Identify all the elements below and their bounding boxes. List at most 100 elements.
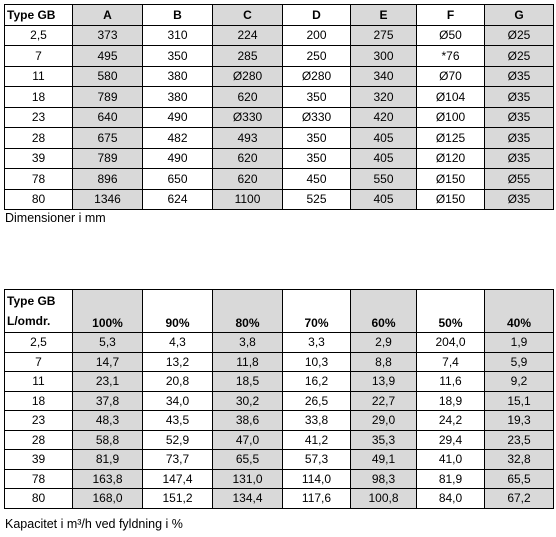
table-cell: 84,0 xyxy=(416,488,485,509)
row-label: 2,5 xyxy=(4,24,73,46)
table-cell: 204,0 xyxy=(416,332,485,353)
table-row: 80 168,0 151,2 134,4 117,6 100,8 84,0 67,2 xyxy=(4,488,554,509)
table-cell: 650 xyxy=(142,168,213,190)
table-cell: 151,2 xyxy=(142,488,213,509)
table-cell: 52,9 xyxy=(142,429,213,450)
table-cell: 11,8 xyxy=(212,351,283,372)
header-cell: C xyxy=(212,4,283,26)
table-cell: 550 xyxy=(350,168,417,190)
header-cell: 80% xyxy=(212,289,283,333)
table-cell: 18,5 xyxy=(212,371,283,392)
row-label: 23 xyxy=(4,410,73,431)
header-cell: G xyxy=(484,4,554,26)
table-cell: 20,8 xyxy=(142,371,213,392)
table-row: 7 14,7 13,2 11,8 10,3 8,8 7,4 5,9 xyxy=(4,351,554,372)
data-table: Type GB L/omdr. 100% 90% 80% 70% 60% 50% 40% 2,5 5… xyxy=(4,289,554,509)
table-cell: Ø100 xyxy=(416,106,485,128)
row-label: 28 xyxy=(4,429,73,450)
table-cell: 405 xyxy=(350,188,417,210)
table-cell: 1100 xyxy=(212,188,283,210)
row-label: 80 xyxy=(4,188,73,210)
caption: Dimensioner i mm xyxy=(5,211,106,225)
table-cell: 98,3 xyxy=(350,468,417,489)
table-cell: 47,0 xyxy=(212,429,283,450)
table-cell: 100,8 xyxy=(350,488,417,509)
table-cell: *76 xyxy=(416,45,485,67)
row-label: 11 xyxy=(4,65,73,87)
table-cell: 380 xyxy=(142,86,213,108)
table-cell: 1,9 xyxy=(484,332,554,353)
row-label: 7 xyxy=(4,45,73,67)
table-cell: 493 xyxy=(212,127,283,149)
table-cell: 22,7 xyxy=(350,390,417,411)
header-row: Type GB L/omdr. 100% 90% 80% 70% 60% 50% 40% xyxy=(4,289,554,333)
table-cell: 38,6 xyxy=(212,410,283,431)
table-cell: Ø120 xyxy=(416,147,485,169)
table-cell: 350 xyxy=(282,147,351,169)
table-cell: 580 xyxy=(72,65,143,87)
table-cell: 41,0 xyxy=(416,449,485,470)
header-cell: Type GB L/omdr. xyxy=(4,289,73,333)
row-label: 7 xyxy=(4,351,73,372)
table-cell: 24,2 xyxy=(416,410,485,431)
table-row: 11 580 380 Ø280 Ø280 340 Ø70 Ø35 xyxy=(4,65,554,87)
header-cell: 90% xyxy=(142,289,213,333)
table-cell: 300 xyxy=(350,45,417,67)
table-cell: 490 xyxy=(142,106,213,128)
table-cell: 30,2 xyxy=(212,390,283,411)
table-cell: 163,8 xyxy=(72,468,143,489)
table-cell: 224 xyxy=(212,24,283,46)
table-cell: 29,4 xyxy=(416,429,485,450)
table-cell: 285 xyxy=(212,45,283,67)
table-cell: 8,8 xyxy=(350,351,417,372)
table-cell: 350 xyxy=(282,86,351,108)
table-cell: 5,9 xyxy=(484,351,554,372)
table-cell: Ø104 xyxy=(416,86,485,108)
table-cell: 373 xyxy=(72,24,143,46)
table-cell: 380 xyxy=(142,65,213,87)
table-cell: Ø330 xyxy=(212,106,283,128)
table-cell: 7,4 xyxy=(416,351,485,372)
table-cell: 34,0 xyxy=(142,390,213,411)
header-cell: D xyxy=(282,4,351,26)
table-cell: 26,5 xyxy=(282,390,351,411)
table-cell: Ø330 xyxy=(282,106,351,128)
table-cell: 275 xyxy=(350,24,417,46)
header-cell: 50% xyxy=(416,289,485,333)
row-label: 2,5 xyxy=(4,332,73,353)
table-cell: 43,5 xyxy=(142,410,213,431)
table-cell: 73,7 xyxy=(142,449,213,470)
table-cell: 13,9 xyxy=(350,371,417,392)
table-cell: 620 xyxy=(212,168,283,190)
table-cell: Ø35 xyxy=(484,188,554,210)
table-row: 28 58,8 52,9 47,0 41,2 35,3 29,4 23,5 xyxy=(4,429,554,450)
table-cell: 3,3 xyxy=(282,332,351,353)
table-cell: Ø35 xyxy=(484,106,554,128)
table-cell: 81,9 xyxy=(416,468,485,489)
table-row: 23 48,3 43,5 38,6 33,8 29,0 24,2 19,3 xyxy=(4,410,554,431)
table-cell: Ø50 xyxy=(416,24,485,46)
row-label: 78 xyxy=(4,168,73,190)
table-row: 39 81,9 73,7 65,5 57,3 49,1 41,0 32,8 xyxy=(4,449,554,470)
table-cell: 67,2 xyxy=(484,488,554,509)
table-cell: 114,0 xyxy=(282,468,351,489)
table-cell: Ø70 xyxy=(416,65,485,87)
table-cell: 29,0 xyxy=(350,410,417,431)
row-label: 18 xyxy=(4,390,73,411)
table-row: 78 163,8 147,4 131,0 114,0 98,3 81,9 65,5 xyxy=(4,468,554,489)
table-row: 11 23,1 20,8 18,5 16,2 13,9 11,6 9,2 xyxy=(4,371,554,392)
table-cell: 420 xyxy=(350,106,417,128)
table-cell: 49,1 xyxy=(350,449,417,470)
table-cell: 640 xyxy=(72,106,143,128)
table-cell: 200 xyxy=(282,24,351,46)
row-label: 80 xyxy=(4,488,73,509)
table-cell: 2,9 xyxy=(350,332,417,353)
table-cell: 405 xyxy=(350,147,417,169)
row-label: 39 xyxy=(4,449,73,470)
header-cell: 60% xyxy=(350,289,417,333)
table-cell: Ø35 xyxy=(484,86,554,108)
table-cell: 789 xyxy=(72,147,143,169)
header-cell: A xyxy=(72,4,143,26)
table-row: 78 896 650 620 450 550 Ø150 Ø55 xyxy=(4,168,554,190)
table-row: 23 640 490 Ø330 Ø330 420 Ø100 Ø35 xyxy=(4,106,554,128)
